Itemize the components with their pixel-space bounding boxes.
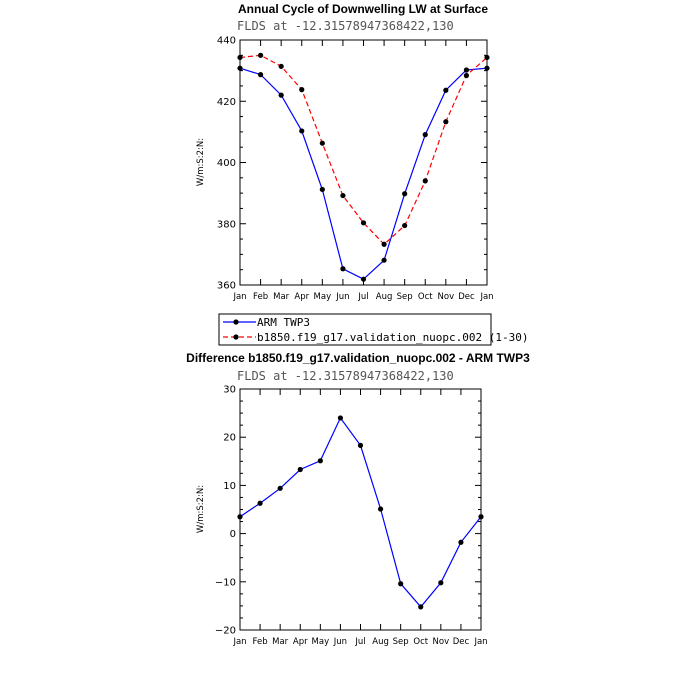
- series-1-point: [422, 178, 428, 184]
- series-0-point: [398, 581, 404, 587]
- chart2-title: Difference b1850.f19_g17.validation_nuop…: [186, 351, 530, 365]
- x-tick-label-jan: Jan: [232, 637, 246, 647]
- chart2-y-axis-label: W/m:S:2:N:: [196, 485, 206, 533]
- legend-label-arm-twp3: ARM TWP3: [257, 316, 310, 329]
- x-tick-label-apr: Apr: [294, 292, 309, 302]
- series-0-point: [381, 257, 387, 263]
- x-tick-label-sep: Sep: [397, 292, 413, 302]
- x-tick-label-may: May: [312, 637, 330, 647]
- series-1-point: [278, 63, 284, 69]
- series-0-point: [319, 186, 325, 193]
- series-1-point: [340, 192, 346, 199]
- plot-frame: [239, 39, 488, 286]
- y-tick-label: −10: [215, 577, 236, 588]
- series-0-point: [478, 514, 484, 520]
- series-0-point: [277, 485, 283, 491]
- x-tick-label-oct: Oct: [418, 292, 433, 302]
- y-tick-label: 440: [217, 36, 236, 47]
- series-line-1: [239, 54, 488, 246]
- series-0-point: [317, 458, 323, 464]
- series-1-point: [443, 119, 449, 125]
- series-0-point: [237, 514, 243, 520]
- series-0-point: [458, 539, 464, 545]
- y-tick-label: −20: [215, 626, 236, 637]
- x-tick-label-apr: Apr: [293, 637, 308, 647]
- series-0-point: [360, 276, 367, 282]
- series-1-point: [381, 241, 387, 247]
- plot-frame: [239, 388, 482, 631]
- x-tick-label-feb: Feb: [253, 637, 268, 647]
- series-0-point: [463, 67, 470, 73]
- series-0-point: [402, 191, 408, 197]
- chart1-y-axis-label: W/m:S:2:N:: [196, 138, 206, 186]
- series-1-point: [402, 222, 408, 229]
- annual-cycle-chart: Annual Cycle of Downwelling LW at Surfac…: [196, 2, 529, 346]
- series-0-point: [237, 65, 243, 71]
- y-tick-label: 0: [230, 529, 236, 540]
- x-tick-label-nov: Nov: [433, 637, 450, 647]
- series-0-point: [422, 132, 428, 138]
- chart2-subtitle: FLDS at -12.31578947368422,130: [237, 369, 454, 383]
- y-tick-label: 380: [217, 219, 236, 230]
- x-tick-label-jun: Jun: [335, 292, 349, 302]
- y-tick-label: 30: [223, 385, 236, 396]
- x-tick-label-feb: Feb: [253, 292, 268, 302]
- y-tick-label: 400: [217, 158, 236, 169]
- x-tick-label-jul: Jul: [357, 292, 368, 302]
- x-tick-label-aug: Aug: [372, 637, 389, 647]
- series-0-point: [418, 604, 424, 610]
- series-1-point: [360, 220, 367, 226]
- series-line-0: [239, 67, 488, 280]
- x-tick-label-mar: Mar: [273, 292, 290, 302]
- series-0-point: [297, 466, 303, 473]
- legend-label-model: b1850.f19_g17.validation_nuopc.002 (1-30…: [257, 331, 529, 344]
- y-tick-label: 10: [223, 481, 236, 492]
- x-tick-label-mar: Mar: [272, 637, 289, 647]
- series-1-point: [484, 54, 490, 61]
- y-tick-label: 20: [223, 433, 236, 444]
- x-tick-label-sep: Sep: [393, 637, 409, 647]
- series-0-point: [337, 415, 344, 421]
- series-1-point: [463, 72, 470, 79]
- chart1-legend: ARM TWP3 b1850.f19_g17.validation_nuopc.…: [218, 313, 529, 346]
- series-0-point: [438, 580, 444, 586]
- x-tick-label-nov: Nov: [438, 292, 455, 302]
- legend-box: [218, 313, 492, 346]
- y-tick-label: 360: [217, 281, 236, 292]
- chart1-title: Annual Cycle of Downwelling LW at Surfac…: [238, 2, 488, 16]
- series-0-point: [257, 72, 264, 78]
- x-tick-label-jan: Jan: [232, 292, 246, 302]
- legend-marker-model: [233, 334, 239, 340]
- series-1-point: [319, 140, 325, 146]
- y-tick-label: 420: [217, 97, 236, 108]
- x-tick-label-jun: Jun: [333, 637, 347, 647]
- series-0-point: [484, 65, 490, 71]
- series-1-point: [237, 54, 243, 61]
- difference-chart: Difference b1850.f19_g17.validation_nuop…: [186, 351, 530, 647]
- x-tick-label-oct: Oct: [413, 637, 428, 647]
- series-1-point: [299, 87, 305, 93]
- series-0-point: [278, 92, 284, 98]
- series-1-point: [257, 52, 264, 58]
- series-0-point: [299, 128, 305, 134]
- series-0-point: [257, 500, 263, 506]
- chart1-subtitle: FLDS at -12.31578947368422,130: [237, 19, 454, 33]
- x-tick-label-jan: Jan: [473, 637, 487, 647]
- x-tick-label-may: May: [314, 292, 332, 302]
- x-tick-label-jan: Jan: [479, 292, 493, 302]
- x-tick-label-jul: Jul: [354, 637, 365, 647]
- series-0-point: [357, 442, 364, 448]
- legend-marker-arm-twp3: [233, 319, 239, 325]
- series-0-point: [377, 506, 384, 512]
- series-0-point: [340, 266, 346, 272]
- x-tick-label-dec: Dec: [458, 292, 475, 302]
- x-tick-label-aug: Aug: [376, 292, 393, 302]
- series-0-point: [443, 87, 449, 93]
- x-tick-label-dec: Dec: [453, 637, 470, 647]
